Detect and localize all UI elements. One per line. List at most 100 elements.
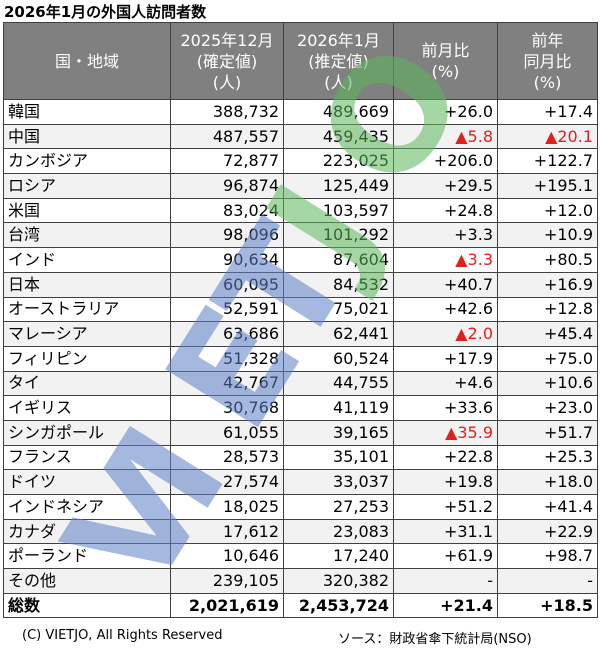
value-cell: 320,382 xyxy=(283,568,394,594)
value-cell: 39,165 xyxy=(283,419,394,446)
table-row: シンガポール 61,055 39,165 ▲35.9 +51.7 xyxy=(3,419,598,446)
value-cell: 35,101 xyxy=(283,444,394,471)
column-header: 前年 同月比 (%) xyxy=(497,22,598,100)
value-cell: 27,574 xyxy=(170,469,284,495)
value-cell: 17,612 xyxy=(170,518,284,545)
value-cell: +45.4 xyxy=(497,321,598,347)
value-cell: +40.7 xyxy=(393,271,498,298)
value-cell: - xyxy=(393,568,498,594)
value-cell: +75.0 xyxy=(497,345,598,372)
value-cell: +4.6 xyxy=(393,370,498,397)
copyright: (C) VIETJO, All Rights Reserved xyxy=(22,628,223,643)
value-cell: 459,435 xyxy=(283,123,394,150)
value-cell: +206.0 xyxy=(393,148,498,175)
table-row: 総数 2,021,619 2,453,724 +21.4 +18.5 xyxy=(3,592,598,619)
table-row: オーストラリア 52,591 75,021 +42.6 +12.8 xyxy=(3,296,598,323)
region-name: ポーランド xyxy=(3,543,171,570)
table-row: フィリピン 51,328 60,524 +17.9 +75.0 xyxy=(3,345,598,372)
header-line: 前年 xyxy=(531,30,564,50)
value-cell: 41,119 xyxy=(283,395,394,421)
value-cell: +17.4 xyxy=(497,99,598,125)
value-cell: +17.9 xyxy=(393,345,498,372)
value-cell: +195.1 xyxy=(497,173,598,199)
value-cell: +21.4 xyxy=(393,592,498,619)
value-cell: 33,037 xyxy=(283,469,394,495)
column-header: 2026年1月 (推定値) (人) xyxy=(283,22,394,100)
value-cell: +19.8 xyxy=(393,469,498,495)
value-cell: 52,591 xyxy=(170,296,284,323)
region-name: マレーシア xyxy=(3,321,171,347)
value-cell: 98,096 xyxy=(170,222,284,249)
value-cell: +22.8 xyxy=(393,444,498,471)
value-cell: ▲3.3 xyxy=(393,247,498,273)
header-line: (%) xyxy=(431,62,460,81)
value-cell: 60,095 xyxy=(170,271,284,298)
region-name: 日本 xyxy=(3,271,171,298)
header-line: (確定値) xyxy=(196,51,258,71)
value-cell: 63,686 xyxy=(170,321,284,347)
header-line: 前月比 xyxy=(421,41,470,60)
table-row: その他 239,105 320,382- - xyxy=(3,568,598,594)
value-cell: 72,877 xyxy=(170,148,284,175)
value-cell: +25.3 xyxy=(497,444,598,471)
value-cell: 87,604 xyxy=(283,247,394,273)
column-header: 2025年12月 (確定値) (人) xyxy=(170,22,284,100)
region-name: 総数 xyxy=(3,592,171,619)
value-cell: 90,634 xyxy=(170,247,284,273)
region-name: オーストラリア xyxy=(3,296,171,323)
value-cell: 17,240 xyxy=(283,543,394,570)
value-cell: +10.9 xyxy=(497,222,598,249)
value-cell: 103,597 xyxy=(283,197,394,224)
visitor-table: 国・地域 2025年12月 (確定値) (人) 2026年1月 (推定値) (人) 前月比 (%… xyxy=(3,22,598,619)
value-cell: 96,874 xyxy=(170,173,284,199)
header-line: (%) xyxy=(533,72,562,92)
value-cell: 388,732 xyxy=(170,99,284,125)
value-cell: +61.9 xyxy=(393,543,498,570)
header-line: (人) xyxy=(212,72,242,92)
value-cell: +51.7 xyxy=(497,419,598,446)
value-cell: +29.5 xyxy=(393,173,498,199)
region-name: 米国 xyxy=(3,197,171,224)
header-line: (人) xyxy=(324,72,353,92)
value-cell: +12.0 xyxy=(497,197,598,224)
region-name: 台湾 xyxy=(3,222,171,249)
value-cell: +18.5 xyxy=(497,592,598,619)
value-cell: 18,025 xyxy=(170,494,284,520)
source: ソース：財政省傘下統計局(NSO) xyxy=(338,632,532,647)
table-row: インド 90,634 87,604 ▲3.3 +80.5 xyxy=(3,247,598,273)
value-cell: 223,025 xyxy=(283,148,394,175)
value-cell: ▲2.0 xyxy=(393,321,498,347)
value-cell: +10.6 xyxy=(497,370,598,397)
table-row: 日本 60,095 84,532 +40.7 +16.9 xyxy=(3,271,598,298)
value-cell: 30,768 xyxy=(170,395,284,421)
header-line: 2026年1月 xyxy=(297,30,380,50)
value-cell: 42,767 xyxy=(170,370,284,397)
value-cell: 489,669 xyxy=(283,99,394,125)
region-name: シンガポール xyxy=(3,419,171,446)
value-cell: +31.1 xyxy=(393,518,498,545)
value-cell: 44,755 xyxy=(283,370,394,397)
region-name: フィリピン xyxy=(3,345,171,372)
value-cell: 27,253 xyxy=(283,494,394,520)
table-row: インドネシア 18,025 27,253 +51.2 +41.4 xyxy=(3,494,598,520)
value-cell: 28,573 xyxy=(170,444,284,471)
value-cell: +22.9 xyxy=(497,518,598,545)
region-name: カンボジア xyxy=(3,148,171,175)
value-cell: +122.7 xyxy=(497,148,598,175)
table-row: ロシア 96,874 125,449 +29.5 +195.1 xyxy=(3,173,598,199)
value-cell: +18.0 xyxy=(497,469,598,495)
table-row: 中国 487,557 459,435 ▲5.8 ▲20.1 xyxy=(3,123,598,150)
column-header: 国・地域 xyxy=(3,22,171,100)
value-cell: 125,449 xyxy=(283,173,394,199)
region-name: インドネシア xyxy=(3,494,171,520)
region-name: 韓国 xyxy=(3,99,171,125)
region-name: フランス xyxy=(3,444,171,471)
table-row: ドイツ 27,574 33,037 +19.8 +18.0 xyxy=(3,469,598,495)
region-name: 中国 xyxy=(3,123,171,150)
value-cell: ▲5.8 xyxy=(393,123,498,150)
value-cell: 239,105 xyxy=(170,568,284,594)
value-cell: ▲35.9 xyxy=(393,419,498,446)
value-cell: 84,532 xyxy=(283,271,394,298)
region-name: ロシア xyxy=(3,173,171,199)
